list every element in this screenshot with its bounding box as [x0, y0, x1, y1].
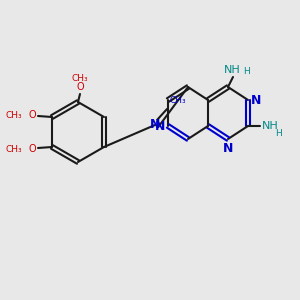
Text: CH₃: CH₃ [5, 145, 22, 154]
Text: O: O [76, 82, 84, 92]
Text: NH: NH [224, 65, 240, 75]
Text: CH₃: CH₃ [72, 74, 88, 83]
Text: O: O [28, 110, 36, 120]
Text: N: N [223, 142, 233, 155]
Text: N: N [154, 119, 165, 133]
Text: O: O [28, 144, 36, 154]
Text: N: N [150, 118, 160, 131]
Text: CH₃: CH₃ [5, 110, 22, 119]
Text: H: H [243, 67, 249, 76]
Text: N: N [251, 94, 261, 106]
Text: CH₃: CH₃ [170, 96, 187, 105]
Text: NH: NH [262, 121, 279, 131]
Text: H: H [274, 128, 281, 137]
